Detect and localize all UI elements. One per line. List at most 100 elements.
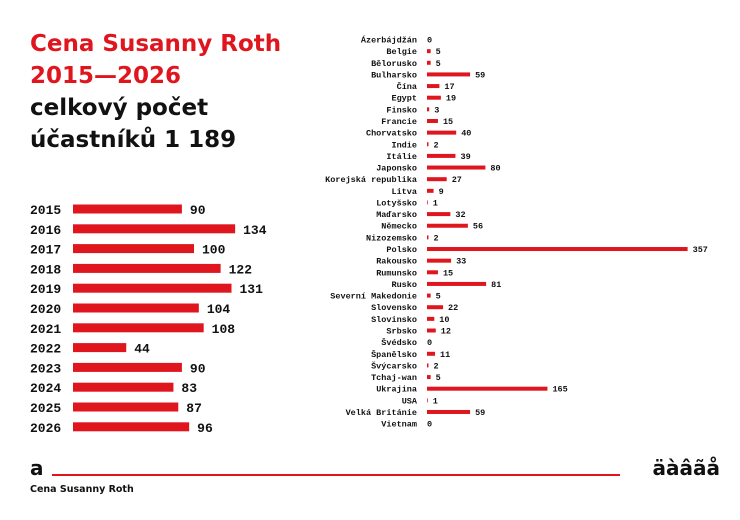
country-bar (427, 258, 452, 263)
country-value: 59 (475, 70, 485, 80)
footer-glyph-left: a (30, 456, 44, 480)
country-label: Švédsko (381, 337, 417, 348)
year-bar (73, 382, 174, 392)
chart-title: Cena Susanny Roth 2015—2026 (30, 31, 282, 89)
year-bar (73, 323, 204, 333)
year-value: 90 (190, 203, 206, 218)
year-label: 2015 (30, 203, 61, 218)
country-label: Itálie (386, 152, 417, 162)
year-value: 104 (207, 302, 231, 317)
footer-rule: a äàâãå (30, 456, 720, 480)
country-bar (427, 409, 471, 414)
year-label: 2025 (30, 401, 61, 416)
country-label: Finsko (386, 105, 417, 115)
year-label: 2017 (30, 243, 61, 258)
country-value: 10 (439, 315, 449, 325)
country-label: Rusko (391, 280, 417, 290)
country-value: 27 (452, 175, 462, 185)
country-bar (427, 305, 444, 310)
country-bar (427, 188, 434, 193)
country-bar (427, 386, 548, 391)
year-label: 2021 (30, 322, 61, 337)
country-bar (427, 107, 430, 112)
country-label: Tchaj-wan (371, 373, 417, 383)
country-bar (427, 235, 429, 240)
country-value: 0 (427, 420, 432, 430)
country-bar (427, 200, 428, 205)
country-value: 1 (433, 198, 438, 208)
country-bar (427, 363, 429, 368)
country-value: 33 (456, 257, 466, 267)
country-value: 15 (443, 117, 453, 127)
year-value: 44 (134, 342, 150, 357)
country-label: Nizozemsko (366, 233, 417, 243)
country-value: 2 (433, 140, 438, 150)
year-value: 131 (240, 282, 264, 297)
country-value: 81 (491, 280, 501, 290)
country-value: 12 (441, 327, 451, 337)
country-value: 1 (433, 396, 438, 406)
country-label: USA (402, 396, 418, 406)
country-label: Chorvatsko (366, 129, 417, 139)
country-label: Čína (397, 81, 417, 92)
country-value: 40 (461, 129, 471, 139)
country-bar (427, 72, 471, 77)
country-bar (427, 316, 435, 321)
country-value: 32 (455, 210, 465, 220)
country-label: Bělorusko (371, 59, 417, 69)
country-value: 165 (552, 385, 567, 395)
country-value: 17 (444, 82, 454, 92)
country-bar (427, 281, 487, 286)
year-bar (73, 303, 199, 313)
country-bar (427, 118, 438, 123)
country-label: Švýcarsko (371, 360, 417, 371)
country-bar (427, 84, 440, 89)
year-bar (73, 283, 232, 293)
country-value: 56 (473, 222, 483, 232)
year-bar (73, 402, 179, 412)
year-bar (73, 204, 182, 214)
country-label: Polsko (386, 245, 417, 255)
country-label: Lotyšsko (376, 198, 417, 208)
chart-subtitle: celkový počet účastníků 1 189 (30, 95, 237, 153)
country-bar (427, 165, 486, 170)
country-value: 22 (448, 303, 458, 313)
country-label: Rakousko (376, 257, 417, 267)
year-value: 96 (197, 421, 213, 436)
year-bar (73, 263, 221, 273)
country-value: 3 (434, 105, 439, 115)
country-value: 59 (475, 408, 485, 418)
year-bar (73, 343, 127, 353)
country-bar (427, 212, 451, 217)
country-value: 357 (693, 245, 708, 255)
year-label: 2026 (30, 421, 61, 436)
country-value: 2 (433, 233, 438, 243)
country-value: 39 (460, 152, 470, 162)
country-value: 19 (446, 94, 456, 104)
country-bar (427, 130, 457, 135)
country-label: Srbsko (386, 327, 417, 337)
year-value: 90 (190, 361, 206, 376)
year-value: 83 (181, 381, 197, 396)
country-value: 11 (440, 350, 450, 360)
country-label: Německo (381, 222, 417, 232)
footer-red-line (52, 474, 620, 476)
years-bar-chart: 2015 90 2016 134 2017 100 2018 122 2019 131 2020 10… (30, 203, 267, 436)
country-label: Rumunsko (376, 268, 417, 278)
country-bar (427, 270, 438, 275)
country-label: Bulharsko (371, 70, 417, 80)
country-value: 2 (433, 361, 438, 371)
country-value: 15 (443, 268, 453, 278)
country-label: Ázerbájdžán (361, 35, 417, 46)
year-value: 87 (186, 401, 202, 416)
country-bar (427, 328, 436, 333)
country-label: Francie (381, 117, 417, 127)
country-value: 5 (436, 59, 441, 69)
country-label: Litva (391, 187, 417, 197)
country-bar (427, 351, 436, 356)
year-label: 2024 (30, 381, 61, 396)
year-bar (73, 362, 182, 372)
year-bar (73, 422, 190, 432)
country-label: Japonsko (376, 164, 417, 174)
